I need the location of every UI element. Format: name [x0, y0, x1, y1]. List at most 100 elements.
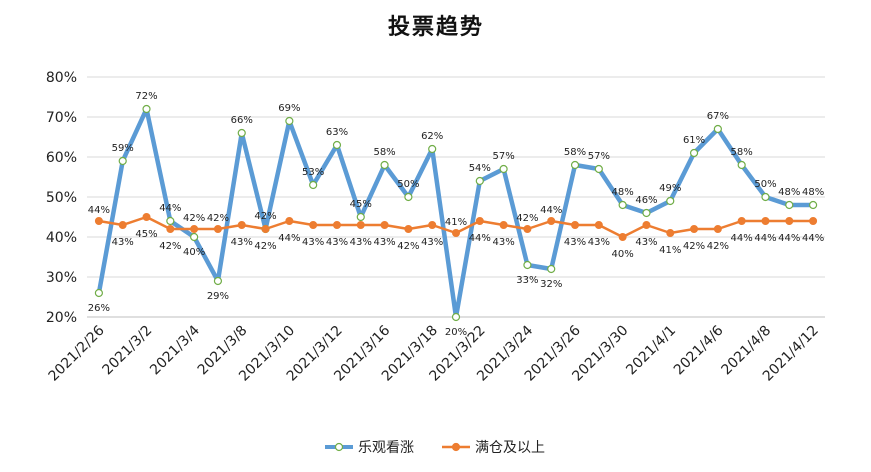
chart-title: 投票趋势 — [388, 14, 484, 40]
data-label-full-position: 42% — [254, 241, 276, 252]
optimistic-point — [94, 288, 104, 298]
y-tick-label: 30% — [46, 270, 77, 286]
full-position-point — [190, 225, 199, 233]
data-label-full-position: 43% — [350, 237, 372, 248]
optimistic-point — [523, 260, 532, 270]
full-position-point — [690, 225, 699, 233]
legend: 乐观看涨 满仓及以上 — [325, 440, 545, 456]
data-label-optimistic: 72% — [135, 91, 157, 102]
data-label-optimistic: 48% — [612, 187, 634, 198]
data-label-full-position: 44% — [754, 233, 776, 244]
optimistic-point — [237, 128, 246, 138]
data-label-full-position: 42% — [183, 213, 205, 224]
data-label-full-position: 43% — [588, 237, 610, 248]
data-label-optimistic: 42% — [254, 211, 276, 222]
data-label-optimistic: 26% — [88, 303, 110, 314]
optimistic-point — [618, 200, 627, 210]
data-label-full-position: 44% — [278, 233, 300, 244]
data-label-optimistic: 57% — [492, 151, 514, 162]
full-position-point — [713, 225, 722, 233]
optimistic-point — [642, 208, 651, 218]
full-position-point — [594, 221, 603, 229]
optimistic-point — [499, 164, 508, 174]
full-position-point — [285, 217, 294, 225]
data-label-full-position: 42% — [707, 241, 729, 252]
full-position-point — [213, 225, 222, 233]
data-label-full-position: 43% — [112, 237, 134, 248]
data-label-optimistic: 58% — [373, 147, 395, 158]
full-position-point — [618, 233, 627, 241]
full-position-point — [166, 225, 175, 233]
full-position-point — [118, 221, 127, 229]
data-label-optimistic: 67% — [707, 111, 729, 122]
legend-label: 乐观看涨 — [358, 440, 414, 456]
full-position-point — [785, 217, 794, 225]
data-label-optimistic: 50% — [754, 179, 776, 190]
legend-swatch-marker — [451, 442, 461, 452]
data-label-full-position: 44% — [540, 205, 562, 216]
full-position-point — [452, 229, 460, 237]
data-label-full-position: 42% — [516, 213, 538, 224]
data-label-optimistic: 61% — [683, 135, 705, 146]
optimistic-point — [547, 264, 556, 274]
data-labels: 26%59%72%44%40%29%66%42%69%53%63%45%58%5… — [88, 91, 824, 338]
optimistic-point — [380, 160, 389, 170]
data-label-optimistic: 49% — [659, 183, 681, 194]
data-label-optimistic: 62% — [421, 131, 443, 142]
data-label-optimistic: 29% — [207, 291, 229, 302]
y-tick-label: 40% — [46, 230, 77, 246]
optimistic-point — [737, 160, 746, 170]
optimistic-point — [404, 192, 413, 202]
y-tick-label: 80% — [46, 70, 77, 86]
optimistic-point — [118, 156, 127, 166]
optimistic-point — [451, 312, 461, 322]
legend-swatch-marker — [334, 442, 344, 452]
optimistic-point — [808, 200, 818, 210]
data-label-full-position: 43% — [635, 237, 657, 248]
data-label-full-position: 41% — [445, 217, 467, 228]
data-label-optimistic: 48% — [802, 187, 824, 198]
x-tick-label: 2021/4/6 — [671, 322, 727, 378]
y-tick-label: 50% — [46, 190, 77, 206]
optimistic-point — [309, 180, 318, 190]
full-position-point — [309, 221, 318, 229]
full-position-point — [666, 229, 675, 237]
full-position-point — [809, 217, 818, 225]
full-position-point — [332, 221, 341, 229]
data-label-full-position: 42% — [207, 213, 229, 224]
data-label-optimistic: 46% — [635, 195, 657, 206]
optimistic-point — [190, 232, 199, 242]
optimistic-point — [594, 164, 603, 174]
data-label-optimistic: 53% — [302, 167, 324, 178]
full-position-point — [380, 221, 389, 229]
data-label-optimistic: 63% — [326, 127, 348, 138]
data-label-full-position: 43% — [564, 237, 586, 248]
x-tick-label: 2021/3/4 — [147, 322, 203, 378]
optimistic-point — [285, 116, 294, 126]
full-position-point — [499, 221, 508, 229]
optimistic-point — [142, 104, 151, 114]
data-label-full-position: 45% — [135, 229, 157, 240]
data-label-full-position: 44% — [802, 233, 824, 244]
data-label-optimistic: 59% — [112, 143, 134, 154]
data-label-full-position: 44% — [88, 205, 110, 216]
data-label-full-position: 43% — [302, 237, 324, 248]
full-position-point — [142, 213, 151, 221]
legend-label: 满仓及以上 — [475, 440, 545, 456]
data-label-full-position: 43% — [492, 237, 514, 248]
data-label-optimistic: 48% — [778, 187, 800, 198]
optimistic-point — [570, 160, 580, 170]
data-label-full-position: 42% — [683, 241, 705, 252]
data-label-optimistic: 58% — [731, 147, 753, 158]
optimistic-point — [166, 216, 175, 226]
data-label-full-position: 44% — [731, 233, 753, 244]
full-position-point — [547, 217, 556, 225]
data-label-optimistic: 50% — [397, 179, 419, 190]
x-tick-label: 2021/4/1 — [623, 323, 679, 379]
full-position-point — [571, 221, 580, 229]
data-label-full-position: 43% — [326, 237, 348, 248]
data-label-full-position: 44% — [469, 233, 491, 244]
data-label-optimistic: 44% — [159, 203, 181, 214]
optimistic-point — [428, 144, 437, 154]
